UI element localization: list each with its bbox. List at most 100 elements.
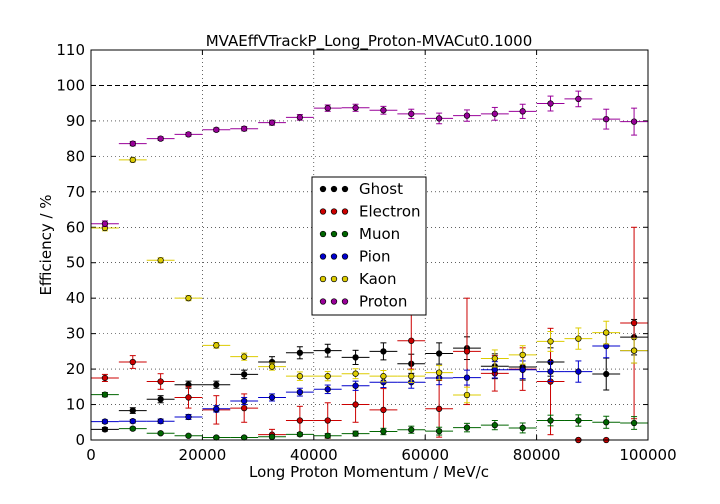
x-tick-label: 40000	[290, 446, 338, 464]
data-point	[603, 329, 610, 336]
data-point	[380, 428, 387, 435]
legend-box	[311, 176, 427, 316]
legend-marker	[319, 185, 327, 193]
data-point	[324, 432, 331, 439]
data-point	[241, 397, 248, 405]
data-point	[435, 369, 443, 376]
legend-label: Ghost	[359, 180, 403, 198]
legend-item-kaon: Kaon	[319, 270, 396, 288]
data-point	[157, 430, 164, 437]
data-point	[603, 370, 610, 378]
legend-marker	[341, 253, 349, 260]
data-point	[157, 257, 164, 264]
data-point	[352, 104, 359, 111]
data-point	[241, 371, 248, 378]
data-point	[185, 295, 192, 302]
data-point	[435, 427, 443, 435]
data-point	[380, 373, 387, 380]
y-tick-label: 60	[66, 218, 85, 236]
legend-marker	[330, 298, 338, 305]
data-point	[547, 100, 554, 107]
data-point	[575, 95, 582, 103]
data-point	[519, 351, 526, 359]
data-point	[463, 348, 471, 355]
y-tick-label: 20	[66, 360, 85, 378]
legend-marker	[319, 298, 327, 305]
data-point	[185, 394, 192, 401]
data-point	[352, 382, 359, 389]
data-point	[491, 110, 498, 117]
legend-marker	[319, 253, 327, 260]
plot-frame	[90, 49, 649, 441]
data-point	[380, 107, 387, 114]
data-point	[268, 119, 276, 126]
data-point	[296, 349, 304, 356]
series-proton	[91, 90, 648, 228]
data-point	[324, 386, 331, 393]
data-point	[380, 348, 387, 355]
legend-marker	[319, 230, 327, 238]
data-point	[157, 396, 164, 403]
data-point	[435, 405, 443, 412]
data-point	[575, 368, 582, 375]
y-tick-label: 100	[56, 76, 85, 94]
data-point	[157, 378, 164, 385]
data-point	[213, 126, 220, 133]
data-point	[129, 140, 136, 147]
series-muon	[91, 391, 648, 441]
y-tick-labels: 0 10 20 30 40 50 60 70 80 90 100 110	[56, 41, 85, 449]
data-layer	[91, 90, 648, 444]
x-tick-label: 0	[86, 446, 96, 464]
data-point	[101, 220, 109, 227]
legend-item-pion: Pion	[319, 248, 391, 266]
y-tick-label: 40	[66, 289, 85, 307]
data-point	[129, 425, 136, 432]
legend-label: Kaon	[359, 270, 396, 288]
data-point	[519, 366, 526, 373]
legend-marker	[330, 208, 338, 215]
data-point	[491, 366, 498, 373]
data-point	[547, 417, 554, 424]
y-tick-label: 0	[75, 431, 85, 449]
legend-marker	[341, 185, 349, 193]
data-point	[324, 373, 331, 380]
data-point	[547, 338, 554, 345]
data-point	[408, 373, 415, 380]
data-point	[101, 426, 109, 433]
x-tick-label: 60000	[401, 446, 449, 464]
data-point	[241, 353, 248, 360]
chart-title: MVAEffVTrackP_Long_Proton-MVACut0.1000	[206, 32, 533, 51]
data-point	[213, 381, 220, 388]
data-point	[129, 418, 136, 425]
x-tick-label: 80000	[513, 446, 561, 464]
legend-marker	[341, 230, 349, 238]
legend-marker	[330, 275, 338, 283]
data-point	[408, 110, 415, 117]
y-axis-title: Efficiency / %	[37, 194, 55, 295]
data-point	[491, 355, 498, 362]
data-point	[547, 368, 554, 375]
data-point	[157, 135, 164, 142]
data-point	[268, 363, 276, 370]
data-point	[435, 115, 443, 122]
data-point	[324, 417, 331, 424]
data-point	[491, 421, 498, 429]
legend-label: Electron	[359, 203, 421, 221]
data-point	[101, 391, 109, 398]
y-tick-label: 50	[66, 254, 85, 272]
data-point	[435, 350, 443, 357]
data-point	[129, 358, 136, 366]
data-point	[603, 419, 610, 426]
legend-marker	[330, 185, 338, 193]
data-point	[296, 388, 304, 396]
data-point	[129, 156, 136, 164]
data-point	[185, 432, 192, 439]
y-tick-label: 90	[66, 112, 85, 130]
data-point	[241, 125, 248, 132]
y-tick-label: 10	[66, 396, 85, 414]
data-point	[630, 419, 638, 427]
data-point	[463, 374, 471, 381]
data-point	[630, 118, 638, 125]
data-point	[213, 405, 220, 412]
